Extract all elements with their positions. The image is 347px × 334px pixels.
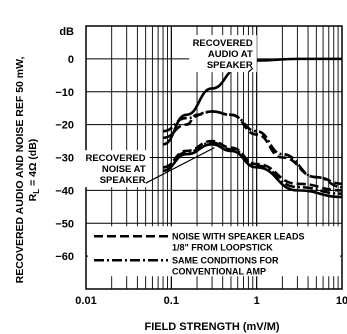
y-tick-label: −20 — [55, 120, 74, 132]
annotation-leader — [247, 67, 254, 73]
y-axis-label-line1: RECOVERED AUDIO AND NOISE REF 50 mW, — [14, 57, 26, 284]
series-group — [162, 57, 343, 199]
legend-text: SAME CONDITIONS FOR — [172, 255, 279, 265]
series-line-dashed — [162, 139, 343, 192]
legend-text: 1/8" FROM LOOPSTICK — [172, 242, 273, 252]
y-tick-label: −60 — [55, 251, 74, 263]
legend-text: CONVENTIONAL AMP — [172, 266, 266, 276]
tick-labels: 0 −10 −20 −30 −40 −50 −60 0.01 0.1 1 10 — [55, 54, 347, 307]
annotation-text: NOISE AT — [102, 164, 146, 175]
y-axis-label-sub: L — [32, 189, 41, 194]
series-line-dashdot — [162, 141, 343, 195]
annotation-text: SPEAKER — [100, 175, 146, 186]
x-tick-label: 1 — [254, 295, 260, 307]
annotation-text: AUDIO AT — [208, 49, 253, 60]
y-tick-label: −50 — [55, 218, 74, 230]
y-tick-label: −30 — [55, 153, 74, 165]
legend-backdrop — [88, 226, 340, 277]
series-line-dashdot — [162, 110, 343, 189]
x-tick-label: 0.1 — [164, 295, 179, 307]
y-axis-label-line2: RL = 4Ω (dB) — [27, 139, 41, 202]
x-axis-label: FIELD STRENGTH (mV/M) — [144, 321, 279, 333]
y-tick-label: −10 — [55, 87, 74, 99]
x-tick-label: 0.01 — [75, 295, 96, 307]
annotation-backdrop — [82, 150, 150, 188]
annotation-leader — [145, 147, 215, 184]
y-unit-label: dB — [59, 26, 74, 38]
legend-text: NOISE WITH SPEAKER LEADS — [172, 231, 305, 241]
series-line-dashed — [162, 110, 343, 186]
y-axis-label-r: R — [27, 193, 39, 201]
x-tick-label: 10 — [336, 295, 347, 307]
y-tick-label: 0 — [68, 54, 74, 66]
y-axis-label-rest: = 4Ω (dB) — [27, 139, 39, 189]
annotation-text: RECOVERED — [85, 153, 145, 164]
annotation-text: SPEAKER — [207, 60, 253, 71]
annotation-backdrop — [189, 35, 257, 73]
series-line-solid — [162, 143, 343, 199]
y-axis-label: RECOVERED AUDIO AND NOISE REF 50 mW, RL … — [14, 57, 41, 284]
y-tick-label: −40 — [55, 185, 74, 197]
annotation-text: RECOVERED — [193, 38, 253, 49]
